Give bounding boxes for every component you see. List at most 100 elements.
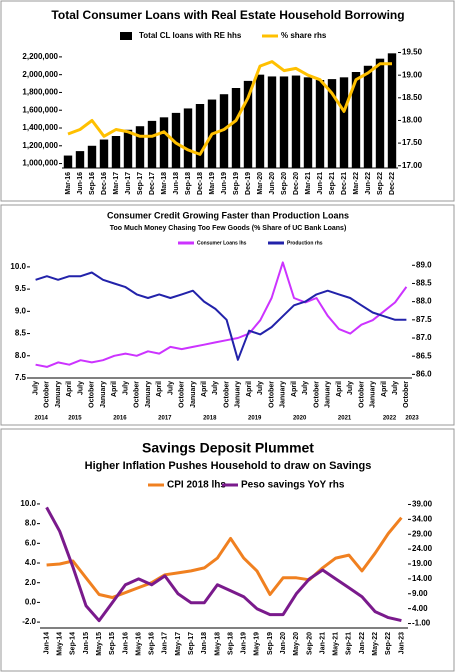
x-tick-label: Jun-18 bbox=[173, 172, 180, 195]
x-tick-label: Sep-16 bbox=[149, 632, 156, 655]
x-tick-label: Dec-19 bbox=[245, 172, 252, 195]
y-tick-label: 86.5 bbox=[416, 351, 432, 360]
y-tick-label: 1,600,000 bbox=[22, 105, 58, 114]
legend-label: Consumer Loans lhs bbox=[197, 240, 247, 246]
y-tick-label: 39.00 bbox=[412, 500, 433, 509]
bar bbox=[219, 94, 229, 168]
x-tick-label: Mar-19 bbox=[209, 172, 216, 195]
x-tick-label: Sep-19 bbox=[267, 632, 274, 655]
x-tick-label: Dec-16 bbox=[101, 172, 108, 195]
x-tick-label: Mar-21 bbox=[305, 172, 312, 195]
x-tick-label: Sep-21 bbox=[346, 632, 353, 655]
year-label: 2022 bbox=[383, 416, 397, 422]
x-tick-label: Sep-15 bbox=[109, 632, 116, 655]
y-tick-label: 19.00 bbox=[402, 70, 423, 79]
series-line bbox=[45, 506, 402, 623]
x-tick-label: July bbox=[32, 381, 39, 395]
chart-title: Savings Deposit Plummet bbox=[142, 440, 314, 456]
y-tick-label: 9.00 bbox=[412, 589, 428, 598]
bar bbox=[351, 72, 361, 168]
y-tick-label: 10.0 bbox=[20, 499, 36, 508]
legend-swatch bbox=[120, 32, 132, 40]
bar bbox=[135, 126, 145, 168]
x-tick-label: July bbox=[302, 381, 309, 395]
legend-label: Peso savings YoY rhs bbox=[241, 480, 345, 491]
x-tick-label: Jan-18 bbox=[201, 632, 208, 654]
x-tick-label: Jan-23 bbox=[398, 632, 405, 654]
y-tick-label: 19.50 bbox=[402, 48, 423, 57]
y-tick-label: 87.0 bbox=[416, 333, 432, 342]
chart-subtitle: Higher Inflation Pushes Household to dra… bbox=[85, 460, 372, 472]
legend-label: % share rhs bbox=[281, 31, 327, 40]
bar bbox=[243, 80, 253, 168]
x-tick-label: October bbox=[89, 381, 96, 408]
x-tick-label: Mar-16 bbox=[65, 172, 72, 195]
series-line bbox=[46, 516, 403, 599]
y-tick-label: 6.0 bbox=[25, 538, 37, 547]
x-tick-label: May-15 bbox=[96, 632, 103, 656]
y-tick-label: 18.00 bbox=[402, 116, 423, 125]
y-tick-label: -1.00 bbox=[412, 619, 431, 628]
bar bbox=[375, 58, 385, 168]
y-tick-label: 0.0 bbox=[25, 598, 37, 607]
x-tick-label: Jun-19 bbox=[221, 172, 228, 195]
x-tick-label: Jan-19 bbox=[241, 632, 248, 654]
x-tick-label: October bbox=[134, 381, 141, 408]
x-tick-label: April bbox=[156, 381, 163, 397]
year-label: 2016 bbox=[113, 416, 127, 422]
x-tick-label: Jan-15 bbox=[83, 632, 90, 654]
y-tick-label: 87.5 bbox=[416, 315, 432, 324]
x-tick-label: January bbox=[100, 381, 107, 408]
y-tick-label: -2.0 bbox=[22, 617, 36, 626]
x-tick-label: April bbox=[111, 381, 118, 397]
y-tick-label: 1,400,000 bbox=[22, 123, 58, 132]
x-tick-label: Jan-21 bbox=[319, 632, 326, 654]
x-tick-label: Mar-18 bbox=[161, 172, 168, 195]
legend-label: Production rhs bbox=[287, 240, 323, 246]
x-tick-label: October bbox=[268, 381, 275, 408]
year-label: 2021 bbox=[338, 416, 352, 422]
bar bbox=[99, 139, 109, 168]
x-tick-label: May-18 bbox=[214, 632, 221, 656]
bar bbox=[87, 145, 97, 168]
chart-title: Consumer Credit Growing Faster than Prod… bbox=[107, 210, 349, 220]
x-tick-label: Jan-22 bbox=[359, 632, 366, 654]
year-label: 2017 bbox=[158, 416, 172, 422]
x-tick-label: Jun-22 bbox=[365, 172, 372, 195]
x-tick-label: Sep-14 bbox=[70, 632, 77, 655]
x-tick-label: May-22 bbox=[372, 632, 379, 656]
x-tick-label: January bbox=[280, 381, 287, 408]
y-tick-label: 14.00 bbox=[412, 574, 433, 583]
bar bbox=[303, 77, 313, 168]
x-tick-label: October bbox=[403, 381, 410, 408]
x-tick-label: May-16 bbox=[135, 632, 142, 656]
y-tick-label: 89.0 bbox=[416, 260, 432, 269]
bar bbox=[339, 77, 349, 168]
y-tick-label: 2.0 bbox=[25, 578, 37, 587]
x-tick-label: Dec-21 bbox=[341, 172, 348, 195]
year-label: 2015 bbox=[68, 416, 82, 422]
bar bbox=[327, 79, 337, 168]
bar bbox=[255, 74, 265, 168]
x-tick-label: October bbox=[223, 381, 230, 408]
bar bbox=[183, 108, 193, 168]
x-tick-label: Mar-17 bbox=[113, 172, 120, 195]
series-line bbox=[35, 271, 407, 361]
x-tick-label: Jun-17 bbox=[125, 172, 132, 195]
x-tick-label: Mar-20 bbox=[257, 172, 264, 195]
y-tick-label: 8.0 bbox=[25, 519, 37, 528]
bar bbox=[123, 129, 133, 168]
x-tick-label: Sep-21 bbox=[329, 172, 336, 195]
bar bbox=[279, 76, 289, 168]
y-tick-label: 17.00 bbox=[402, 161, 423, 170]
x-tick-label: May-14 bbox=[57, 632, 64, 656]
x-tick-label: May-20 bbox=[293, 632, 300, 656]
x-tick-label: May-21 bbox=[333, 632, 340, 656]
y-tick-label: 2,000,000 bbox=[22, 70, 58, 79]
y-tick-label: 9.5 bbox=[15, 284, 27, 293]
bar bbox=[147, 120, 157, 168]
y-tick-label: 17.50 bbox=[402, 138, 423, 147]
year-label: 2020 bbox=[293, 416, 307, 422]
x-tick-label: April bbox=[381, 381, 388, 397]
